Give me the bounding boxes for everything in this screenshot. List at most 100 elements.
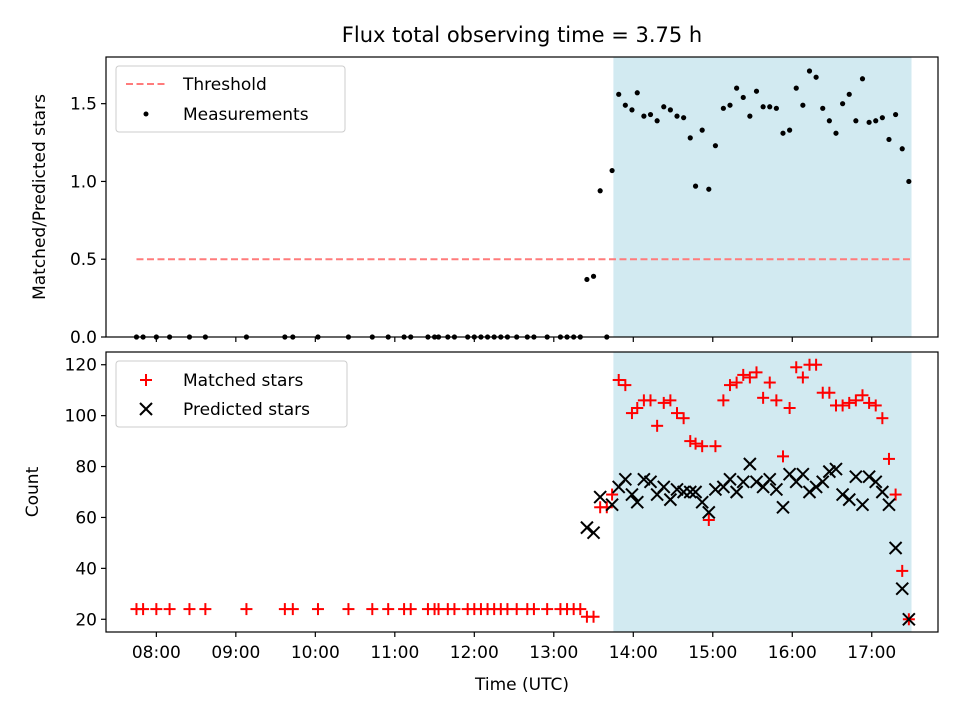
predicted-star-point	[902, 612, 916, 626]
predicted-star-point	[702, 505, 716, 520]
matched-star-point	[770, 394, 783, 407]
matched-star-point	[717, 394, 730, 407]
matched-star-point	[876, 412, 889, 425]
measurement-point	[734, 85, 740, 91]
matched-star-point	[783, 402, 796, 414]
top-legend: Threshold Measurements	[115, 65, 346, 133]
x-tick-label: 14:00	[609, 643, 658, 663]
bottom-y-tick-label: 100	[65, 407, 97, 427]
measurement-point	[826, 118, 832, 124]
predicted-star-point	[829, 462, 843, 476]
predicted-star-point	[855, 498, 870, 512]
top-panel: 0.0 0.5 1.0 1.5 Matched/Predicted stars Thr…	[30, 56, 939, 348]
matched-star-point	[137, 603, 150, 616]
x-tick-label: 13:00	[529, 643, 578, 663]
predicted-star-point	[835, 487, 850, 502]
predicted-star-point	[708, 482, 723, 497]
predicted-star-point	[688, 485, 703, 499]
matched-star-point	[311, 603, 324, 616]
measurement-point	[886, 136, 892, 143]
predicted-star-point	[796, 467, 810, 481]
matched-star-point	[709, 440, 722, 453]
measurement-point	[780, 130, 786, 136]
matched-star-point	[730, 376, 743, 389]
matched-star-point	[869, 399, 882, 412]
matched-star-point	[750, 366, 763, 379]
matched-star-point	[689, 437, 702, 450]
bottom-y-tick-label: 80	[75, 458, 97, 478]
matched-star-point	[150, 603, 163, 616]
predicted-star-point	[882, 498, 896, 512]
top-y-tick-label: 1.0	[70, 172, 97, 192]
predicted-star-point	[875, 485, 890, 499]
x-axis-label: Time (UTC)	[474, 675, 569, 695]
matched-star-point	[404, 603, 417, 616]
measurement-point	[820, 105, 826, 111]
matched-star-point	[625, 407, 638, 420]
matched-star-point	[240, 603, 253, 616]
predicted-star-point	[776, 500, 790, 514]
matched-star-point	[527, 603, 540, 616]
matched-star-point	[199, 603, 212, 616]
predicted-star-point	[683, 485, 697, 499]
matched-star-point	[657, 396, 670, 409]
predicted-star-point	[736, 475, 750, 489]
matched-star-point	[684, 435, 697, 448]
measurement-point	[622, 102, 628, 108]
predicted-star-point	[625, 487, 639, 502]
predicted-star-point	[630, 495, 644, 509]
matched-star-point	[836, 399, 849, 412]
measurement-point	[813, 74, 819, 80]
matched-star-point	[896, 564, 909, 577]
matched-star-point	[790, 361, 803, 374]
matched-star-point	[541, 603, 554, 616]
measurement-point	[661, 104, 667, 110]
matched-star-point	[382, 603, 395, 616]
predicted-star-point	[849, 470, 863, 484]
legend-measurements-label: Measurements	[183, 105, 309, 125]
bottom-panel: 20 40 60 80 100 120 08:00 09:00 10:00 11:00 12:00…	[23, 351, 939, 695]
predicted-star-point	[657, 480, 671, 494]
matched-star-point	[702, 514, 715, 526]
bottom-y-tick-label: 120	[65, 356, 97, 376]
measurement-point	[634, 90, 640, 96]
top-y-tick-label: 0.0	[70, 328, 97, 348]
matched-star-point	[619, 379, 632, 392]
measurement-point	[597, 188, 603, 194]
matched-star-point	[823, 386, 836, 399]
matched-star-point	[882, 452, 895, 465]
measurement-point	[720, 105, 726, 111]
top-y-tick-label: 1.5	[70, 95, 97, 115]
measurement-point	[727, 102, 733, 108]
legend-measurements-swatch	[143, 111, 149, 117]
matched-star-point	[863, 396, 876, 409]
matched-star-point	[677, 412, 690, 425]
measurement-point	[806, 68, 813, 74]
measurement-point	[840, 101, 846, 107]
top-legend-box	[115, 65, 346, 133]
predicted-star-point	[580, 520, 594, 535]
matched-star-point	[651, 419, 664, 432]
measurement-point	[706, 186, 712, 192]
matched-star-point	[743, 371, 756, 384]
matched-star-point	[510, 603, 523, 616]
matched-star-point	[163, 603, 176, 616]
predicted-star-point	[618, 472, 633, 486]
predicted-star-point	[842, 492, 856, 507]
matched-star-point	[644, 394, 657, 407]
x-tick-label: 12:00	[450, 643, 499, 663]
bottom-plot-frame	[105, 351, 939, 633]
predicted-star-point	[802, 485, 817, 499]
matched-star-point	[631, 402, 644, 414]
measurement-point	[647, 111, 654, 118]
measurement-point	[846, 91, 852, 97]
measurement-point	[879, 115, 885, 121]
bottom-legend: Matched stars Predicted stars	[115, 360, 348, 428]
bottom-y-tick-label: 60	[75, 508, 97, 528]
matched-star-point	[612, 374, 625, 386]
predicted-star-point	[723, 472, 737, 486]
legend-predicted-label: Predicted stars	[183, 400, 310, 420]
matched-star-point	[183, 603, 196, 616]
measurement-point	[866, 119, 872, 125]
